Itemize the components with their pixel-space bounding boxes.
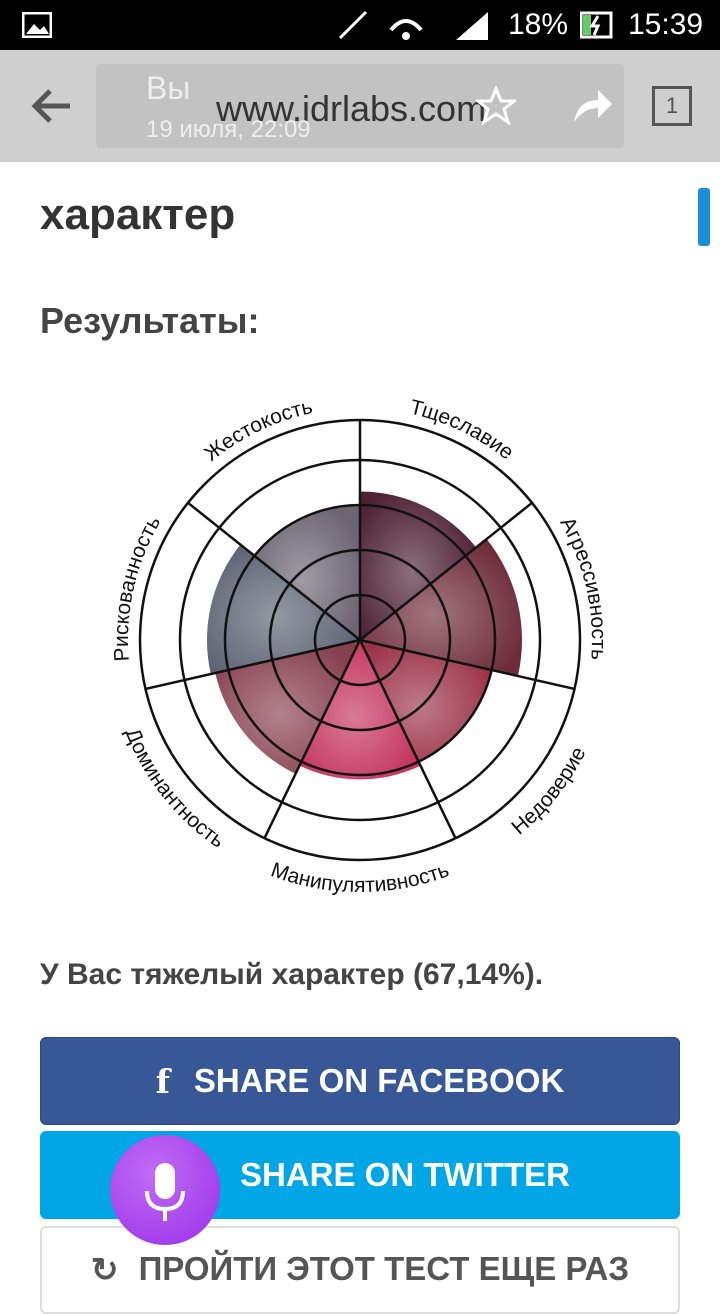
gallery-icon <box>22 12 52 38</box>
page-title: Вы <box>146 70 191 106</box>
sector-line <box>358 639 457 839</box>
wedge-shine <box>360 491 477 640</box>
browser-toolbar: Вы www.idrlabs.com 19 июля, 22:09 1 <box>0 50 720 162</box>
sector-line <box>359 501 533 641</box>
category-label: Агрессивность <box>555 513 610 661</box>
category-label: Рискованность <box>110 512 165 662</box>
button-label: SHARE ON FACEBOOK <box>193 1062 565 1099</box>
wedge-shine <box>215 640 360 774</box>
share-button[interactable] <box>570 86 614 126</box>
clock: 15:39 <box>628 8 704 41</box>
back-button[interactable] <box>30 86 74 126</box>
category-label: Манипулятивность <box>268 858 452 897</box>
sector-line <box>359 638 575 691</box>
url-bar[interactable]: Вы www.idrlabs.com 19 июля, 22:09 <box>96 64 624 148</box>
sector-line <box>145 638 361 691</box>
wedge-shine <box>254 505 360 640</box>
battery-percent: 18% <box>508 8 569 41</box>
voice-button[interactable] <box>110 1135 220 1245</box>
mic-icon <box>145 1163 185 1221</box>
category-label: Жестокость <box>200 395 315 466</box>
result-text: У Вас тяжелый характер (67,14%). <box>40 958 544 991</box>
wedge-shine <box>207 544 360 675</box>
category-label-path: Манипулятивность <box>268 858 452 897</box>
facebook-button[interactable]: f SHARE ON FACEBOOK <box>40 1037 680 1125</box>
sector-line <box>263 639 362 839</box>
wedge-shine <box>299 640 421 780</box>
heading: характер <box>40 190 236 239</box>
polar-chart: ТщеславиеАгрессивностьНедовериеМанипулят… <box>110 395 610 897</box>
button-label: SHARE ON TWITTER <box>240 1156 570 1193</box>
category-label-path: Агрессивность <box>555 513 610 661</box>
wedge-shine <box>360 538 522 677</box>
url: www.idrlabs.com <box>216 88 487 129</box>
history-date: 19 июля, 22:09 <box>146 116 311 143</box>
sector-line <box>187 501 361 641</box>
button-label: ПРОЙТИ ЭТОТ ТЕСТ ЕЩЕ РАЗ <box>138 1250 630 1287</box>
status-bar: 18% 15:39 <box>0 0 720 50</box>
category-label-path: Рискованность <box>110 512 165 662</box>
scrollbar <box>698 188 710 246</box>
tabs-button[interactable]: 1 <box>652 86 692 126</box>
results-label: Результаты: <box>40 300 260 341</box>
label-path <box>114 696 250 867</box>
category-label-path: Жестокость <box>200 395 315 466</box>
signal-icons <box>338 10 488 40</box>
label-path <box>469 696 605 867</box>
battery-icon <box>580 11 613 39</box>
bookmark-star[interactable] <box>476 86 516 126</box>
